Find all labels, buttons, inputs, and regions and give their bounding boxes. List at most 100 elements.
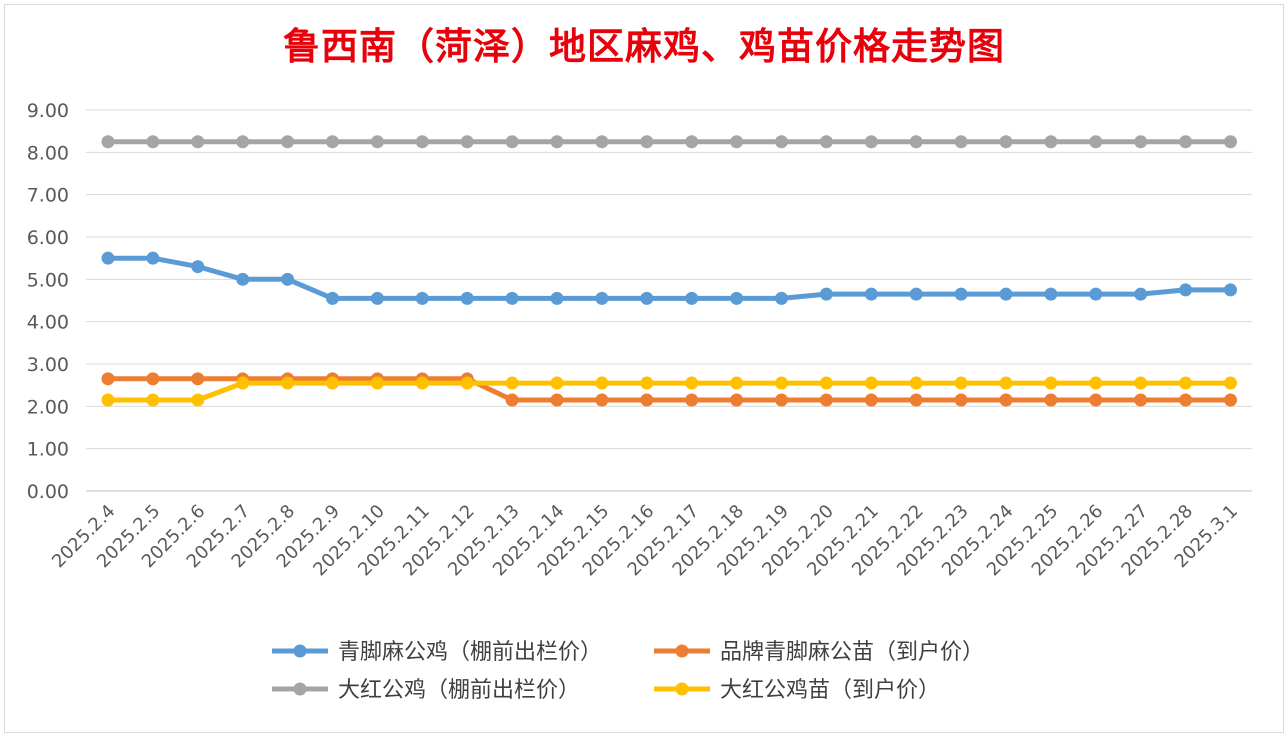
data-point [326,135,339,149]
data-point [775,376,788,390]
data-point [1089,393,1103,407]
data-point [370,291,384,305]
data-point [595,393,609,407]
data-point [909,393,923,407]
series-2 [101,372,1237,407]
data-point [685,291,699,305]
data-point [730,135,744,149]
y-tick-label: 6.00 [27,227,69,249]
data-point [640,135,654,149]
data-point [954,287,968,301]
data-point [775,135,788,149]
legend-item[interactable]: 品牌青脚麻公苗（到户价） [654,640,984,665]
data-point [954,376,968,390]
data-point [550,376,564,390]
y-tick-label: 3.00 [27,354,69,376]
series-layer [101,135,1237,407]
series-3 [101,135,1237,149]
data-point [191,260,205,274]
legend-swatch-marker [293,644,307,658]
data-point [1089,287,1103,301]
legend-label: 青脚麻公鸡（棚前出栏价） [338,640,602,665]
data-point [1179,376,1193,390]
data-point [730,376,744,390]
data-point [730,291,744,305]
data-point [1224,393,1237,407]
data-point [595,135,609,149]
data-point [1044,393,1058,407]
data-point [1224,283,1237,297]
data-point [460,291,474,305]
data-point [1089,376,1103,390]
data-point [505,393,519,407]
data-point [505,376,519,390]
data-point [819,287,833,301]
data-point [819,376,833,390]
data-point [819,393,833,407]
y-tick-label: 9.00 [27,100,69,122]
data-point [1134,135,1148,149]
y-tick-label: 2.00 [27,396,69,418]
data-point [775,393,788,407]
data-point [460,135,474,149]
series-1 [101,251,1237,305]
data-point [101,251,115,265]
chart-frame [4,4,1284,733]
data-point [415,291,429,305]
data-point [550,135,564,149]
data-point [864,393,878,407]
data-point [999,287,1013,301]
data-point [685,393,699,407]
data-point [1179,393,1193,407]
data-point [595,291,609,305]
data-point [954,393,968,407]
legend-item[interactable]: 青脚麻公鸡（棚前出栏价） [272,640,602,665]
legend-swatch-marker [675,644,689,658]
legend-label: 大红公鸡苗（到户价） [720,678,940,703]
y-tick-label: 8.00 [27,142,69,164]
data-point [595,376,609,390]
data-point [101,393,115,407]
data-point [1044,376,1058,390]
data-point [326,376,339,390]
legend-swatch-marker [293,682,307,696]
data-point [236,135,250,149]
data-point [326,291,339,305]
data-point [146,393,160,407]
data-point [775,291,788,305]
data-point [236,272,250,286]
data-point [909,135,923,149]
data-point [864,287,878,301]
legend-item[interactable]: 大红公鸡苗（到户价） [654,678,940,703]
data-point [909,287,923,301]
data-point [640,376,654,390]
data-point [281,272,295,286]
data-point [1224,376,1237,390]
data-point [999,393,1013,407]
data-point [505,135,519,149]
data-point [101,135,115,149]
data-point [191,372,205,386]
data-point [370,135,384,149]
data-point [685,135,699,149]
data-point [1089,135,1103,149]
data-point [505,291,519,305]
data-point [1134,393,1148,407]
data-point [191,135,205,149]
data-point [999,376,1013,390]
data-point [550,291,564,305]
legend-item[interactable]: 大红公鸡（棚前出栏价） [272,678,580,703]
data-point [1044,135,1058,149]
legend-label: 大红公鸡（棚前出栏价） [338,678,580,703]
data-point [191,393,205,407]
data-point [550,393,564,407]
data-point [999,135,1013,149]
data-point [236,376,250,390]
y-tick-label: 5.00 [27,269,69,291]
data-point [1134,376,1148,390]
data-point [909,376,923,390]
data-point [281,135,295,149]
legend: 青脚麻公鸡（棚前出栏价） 品牌青脚麻公苗（到户价） 大红公鸡（棚前出栏价） 大红公鸡苗… [272,640,984,703]
data-point [685,376,699,390]
